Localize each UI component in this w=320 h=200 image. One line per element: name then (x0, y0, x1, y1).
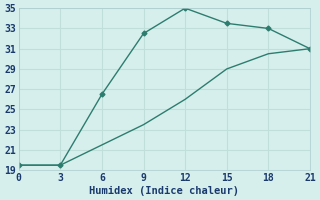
X-axis label: Humidex (Indice chaleur): Humidex (Indice chaleur) (89, 186, 239, 196)
